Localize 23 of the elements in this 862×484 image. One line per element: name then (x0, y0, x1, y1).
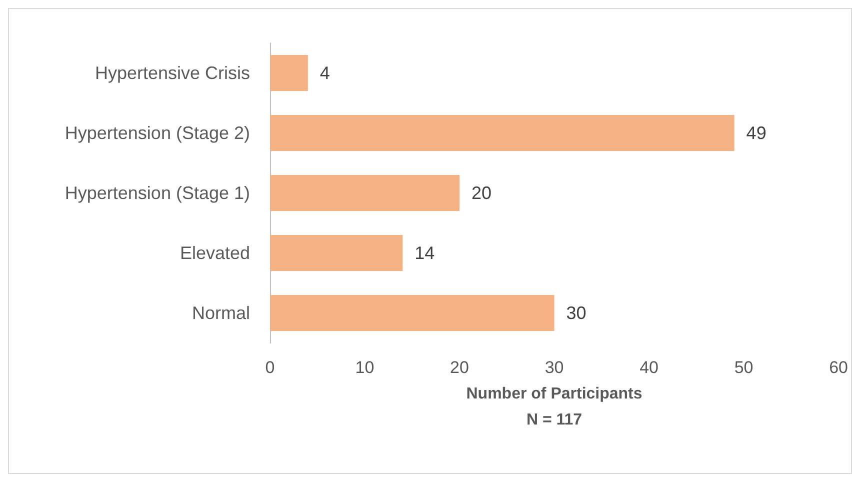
data-label: 20 (472, 183, 492, 203)
bar (270, 235, 403, 271)
bar (270, 295, 554, 331)
x-tick-label: 30 (544, 358, 564, 377)
bar (270, 115, 734, 151)
bar (270, 175, 460, 211)
y-tick-label: Hypertension (Stage 1) (64, 183, 250, 203)
data-label: 49 (746, 123, 766, 143)
x-tick-label: 40 (640, 358, 658, 377)
y-tick-label: Normal (192, 303, 250, 323)
data-label: 14 (414, 243, 435, 263)
bar (270, 55, 308, 91)
y-tick-label: Hypertensive Crisis (94, 63, 250, 83)
x-axis-title: Number of Participants N = 117 (466, 386, 642, 428)
y-tick-label: Hypertension (Stage 2) (64, 123, 250, 143)
x-tick-label: 0 (265, 358, 275, 377)
x-tick-label: 50 (734, 358, 754, 377)
x-tick-label: 10 (355, 358, 374, 377)
y-tick-label: Elevated (180, 243, 250, 263)
x-tick-label: 60 (829, 358, 848, 377)
x-tick-label: 20 (450, 358, 469, 377)
data-label: 30 (566, 303, 586, 323)
data-label: 4 (320, 63, 330, 83)
